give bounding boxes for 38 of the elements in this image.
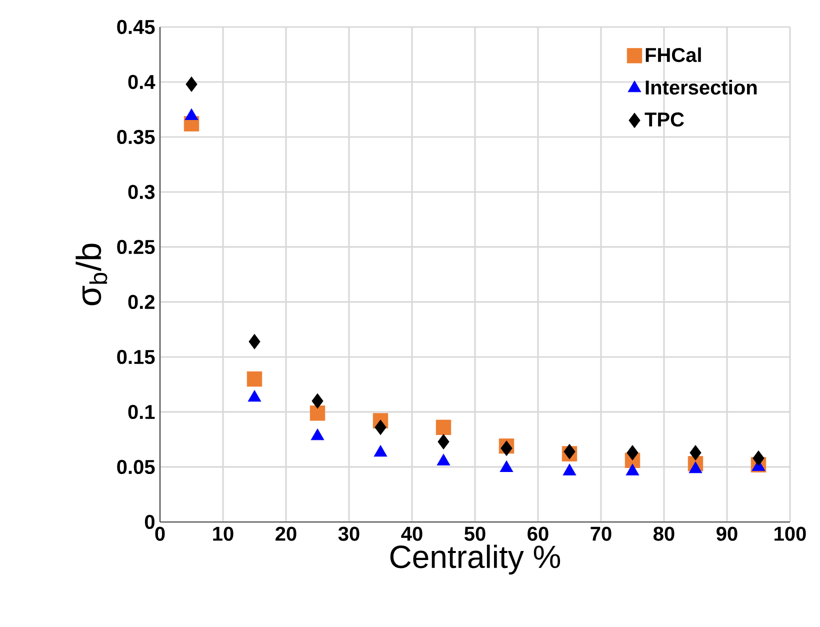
x-tick-label: 30 <box>338 526 360 541</box>
y-tick-label: 0.1 <box>128 404 155 420</box>
y-tick-label: 0.3 <box>128 184 155 200</box>
point <box>248 334 260 350</box>
y-tick-label: 0.2 <box>128 294 154 310</box>
legend-label: FHCal <box>646 47 701 62</box>
y-tick-label: 0.15 <box>117 350 155 364</box>
x-tick-label: 70 <box>590 526 612 541</box>
x-tick-label: 0 <box>155 526 165 541</box>
x-tick-label: 100 <box>774 526 806 541</box>
point <box>186 76 198 92</box>
x-tick-label: 20 <box>276 526 296 541</box>
x-tick-label: 90 <box>716 526 738 541</box>
x-axis-title: Centrality % <box>390 544 560 575</box>
point <box>310 405 326 421</box>
y-tick-label: 0.25 <box>117 240 155 254</box>
point <box>374 420 386 435</box>
y-tick-label: 0.05 <box>117 460 155 474</box>
legend-label: Intersection <box>646 80 757 95</box>
point <box>312 393 324 409</box>
point <box>246 371 262 387</box>
point <box>626 445 638 460</box>
x-tick-label: 50 <box>464 526 486 541</box>
x-tick-label: 60 <box>528 526 548 541</box>
y-tick-label: 0.45 <box>117 20 155 34</box>
point <box>690 445 702 460</box>
point <box>436 420 452 435</box>
x-tick-label: 80 <box>654 526 674 541</box>
legend-label: TPC <box>644 112 684 127</box>
point <box>752 450 764 466</box>
y-tick-label: 0.4 <box>128 74 156 90</box>
y-tick-label: 0 <box>144 514 154 530</box>
point <box>438 434 450 450</box>
y-tick-label: 0.35 <box>117 130 155 144</box>
y-axis-title: σ$_{b}$/b <box>76 244 108 306</box>
point <box>564 444 576 460</box>
x-tick-label: 40 <box>401 526 422 541</box>
x-tick-label: 10 <box>213 526 234 541</box>
